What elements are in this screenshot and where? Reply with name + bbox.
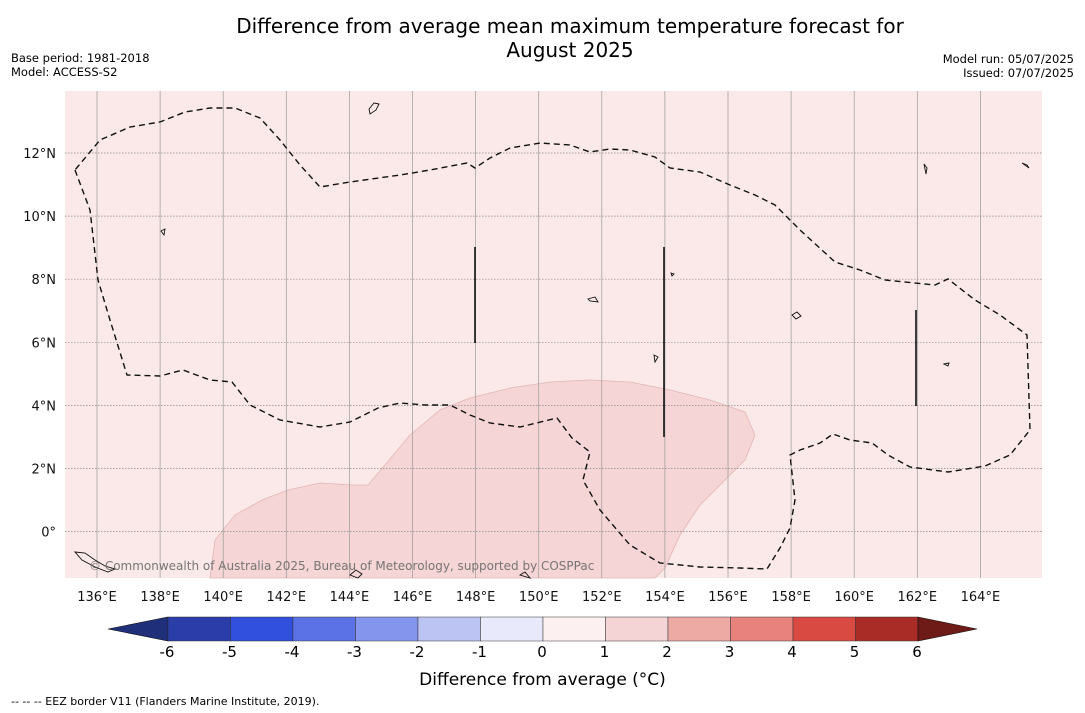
y-tick-label: 4°N xyxy=(32,399,57,414)
island-pohnpei xyxy=(791,311,802,320)
colorbar-tick-label: 4 xyxy=(787,643,797,661)
eez-footnote: -- -- -- EEZ border V11 (Flanders Marine… xyxy=(11,695,320,708)
x-tick-label: 146°E xyxy=(393,590,433,605)
colorbar-segment xyxy=(292,616,356,642)
colorbar-tick-label: 0 xyxy=(537,643,547,661)
title-line-1: Difference from average mean maximum tem… xyxy=(236,14,904,38)
colorbar-tick-label: -6 xyxy=(159,643,175,661)
x-tick-label: 162°E xyxy=(898,590,938,605)
colorbar-tick-label: 1 xyxy=(599,643,610,661)
colorbar-label: Difference from average (°C) xyxy=(419,670,666,690)
islands xyxy=(73,102,1030,579)
island-chuuk xyxy=(587,296,599,303)
colorbar-tick-label: 3 xyxy=(724,643,735,661)
y-axis-ticks: 12°N 10°N 8°N 6°N 4°N 2°N 0° xyxy=(23,147,56,541)
x-tick-label: 164°E xyxy=(961,590,1001,605)
island-south2 xyxy=(518,571,532,579)
x-tick-label: 138°E xyxy=(140,590,180,605)
x-tick-label: 154°E xyxy=(645,590,685,605)
colorbar-low-extend xyxy=(107,616,169,642)
x-tick-label: 148°E xyxy=(456,590,496,605)
colorbar-segment xyxy=(480,616,544,642)
x-tick-label: 158°E xyxy=(771,590,811,605)
x-tick-label: 142°E xyxy=(267,590,307,605)
colorbar-tick-label: 2 xyxy=(662,643,672,661)
vertical-segments xyxy=(474,247,917,437)
eez-border xyxy=(74,107,1031,570)
issued-date: Issued: 07/07/2025 xyxy=(963,66,1074,80)
colorbar-tick-label: -5 xyxy=(222,643,237,661)
island-small-2 xyxy=(670,272,675,277)
colorbar-segment xyxy=(855,616,919,642)
island-west xyxy=(160,228,166,237)
colorbar-segment xyxy=(230,616,294,642)
island-south xyxy=(349,569,363,579)
colorbar-tick-label: -4 xyxy=(284,643,300,661)
copyright-note: © Commonwealth of Australia 2025, Bureau… xyxy=(89,559,594,573)
y-tick-label: 12°N xyxy=(23,147,56,162)
colorbar-segment xyxy=(605,616,669,642)
x-tick-label: 144°E xyxy=(330,590,370,605)
colorbar-segment xyxy=(730,616,794,642)
warm-anomaly-region xyxy=(209,379,756,579)
colorbar-segment xyxy=(792,616,856,642)
colorbar-tick-label: 6 xyxy=(912,643,922,661)
island-small-1 xyxy=(653,354,659,364)
island-ne2 xyxy=(923,163,928,175)
x-tick-label: 152°E xyxy=(582,590,622,605)
meta-right: Model run: 05/07/2025 Issued: 07/07/2025 xyxy=(943,52,1074,80)
x-tick-label: 160°E xyxy=(834,590,874,605)
colorbar-segment xyxy=(417,616,481,642)
y-tick-label: 8°N xyxy=(32,273,57,288)
colorbar-segment xyxy=(355,616,419,642)
x-axis-ticks: 136°E 138°E 140°E 142°E 144°E 146°E 148°E 150°E… xyxy=(77,590,1000,605)
y-tick-label: 0° xyxy=(41,526,56,541)
colorbar-segment xyxy=(167,616,231,642)
colorbar-high-extend xyxy=(917,616,978,642)
base-period: Base period: 1981-2018 xyxy=(11,51,150,65)
model-name: Model: ACCESS-S2 xyxy=(11,65,118,79)
colorbar-tick-label: -1 xyxy=(472,643,487,661)
y-tick-label: 2°N xyxy=(32,463,57,478)
x-tick-label: 156°E xyxy=(708,590,748,605)
colorbar-segment xyxy=(667,616,731,642)
island-guam-area xyxy=(368,102,380,115)
y-tick-label: 6°N xyxy=(32,336,57,351)
island-ne xyxy=(1021,162,1030,169)
x-tick-label: 140°E xyxy=(203,590,243,605)
island-east xyxy=(942,362,950,367)
island-sw xyxy=(73,551,117,573)
x-tick-label: 136°E xyxy=(77,590,117,605)
y-tick-label: 10°N xyxy=(23,210,56,225)
title-line-2: August 2025 xyxy=(506,38,634,62)
colorbar-tick-label: 5 xyxy=(849,643,860,661)
colorbar xyxy=(107,616,978,642)
colorbar-tick-label: -3 xyxy=(347,643,362,661)
colorbar-tick-label: -2 xyxy=(409,643,425,661)
colorbar-segment xyxy=(542,616,606,642)
x-tick-label: 150°E xyxy=(519,590,559,605)
meta-left: Base period: 1981-2018 Model: ACCESS-S2 xyxy=(11,51,150,79)
model-run: Model run: 05/07/2025 xyxy=(942,52,1074,66)
map-title: Difference from average mean maximum tem… xyxy=(0,14,1085,62)
